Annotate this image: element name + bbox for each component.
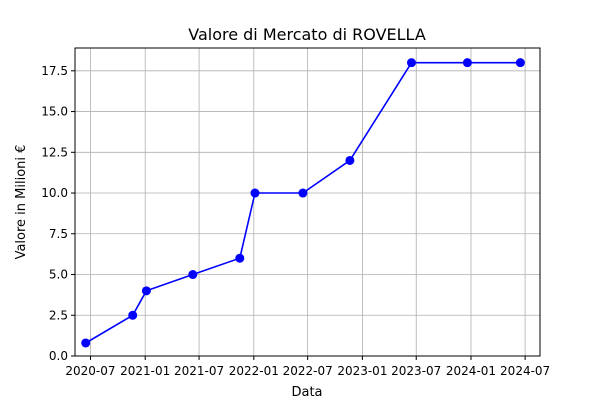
series-layer	[81, 58, 525, 348]
axis-ticks: 2020-07 2021-01 2021-07 2022-01 2022-07 2023-…	[41, 64, 550, 378]
x-tick-label: 2022-07	[283, 364, 333, 378]
y-tick-label: 12.5	[41, 145, 68, 159]
chart-title: Valore di Mercato di ROVELLA	[188, 25, 426, 44]
x-tick-label: 2022-01	[229, 364, 279, 378]
y-tick-label: 0.0	[49, 349, 68, 363]
x-tick-label: 2023-07	[391, 364, 441, 378]
data-point	[515, 58, 525, 68]
data-point	[250, 188, 260, 198]
series-line	[85, 61, 521, 344]
x-tick-label: 2024-01	[446, 364, 496, 378]
data-point	[298, 188, 308, 198]
data-point	[188, 270, 198, 280]
y-tick-label: 5.0	[49, 268, 68, 282]
data-point	[81, 338, 91, 348]
data-point	[235, 253, 245, 263]
x-tick-label: 2021-07	[174, 364, 224, 378]
x-tick-label: 2023-01	[337, 364, 387, 378]
grid	[75, 48, 540, 357]
y-tick-label: 7.5	[49, 227, 68, 241]
data-point	[345, 155, 355, 165]
x-tick-label: 2020-07	[65, 364, 115, 378]
y-tick-label: 10.0	[41, 186, 68, 200]
y-tick-label: 2.5	[49, 308, 68, 322]
y-tick-label: 15.0	[41, 105, 68, 119]
data-point	[128, 310, 138, 320]
data-point	[141, 286, 151, 296]
plot-frame	[74, 47, 541, 357]
y-tick-label: 17.5	[41, 64, 68, 78]
y-axis-label: Valore in Milioni €	[14, 145, 29, 260]
x-tick-label: 2024-07	[500, 364, 550, 378]
x-tick-label: 2021-01	[120, 364, 170, 378]
x-axis-label: Data	[291, 385, 322, 400]
data-point	[406, 58, 416, 68]
data-point	[462, 58, 472, 68]
